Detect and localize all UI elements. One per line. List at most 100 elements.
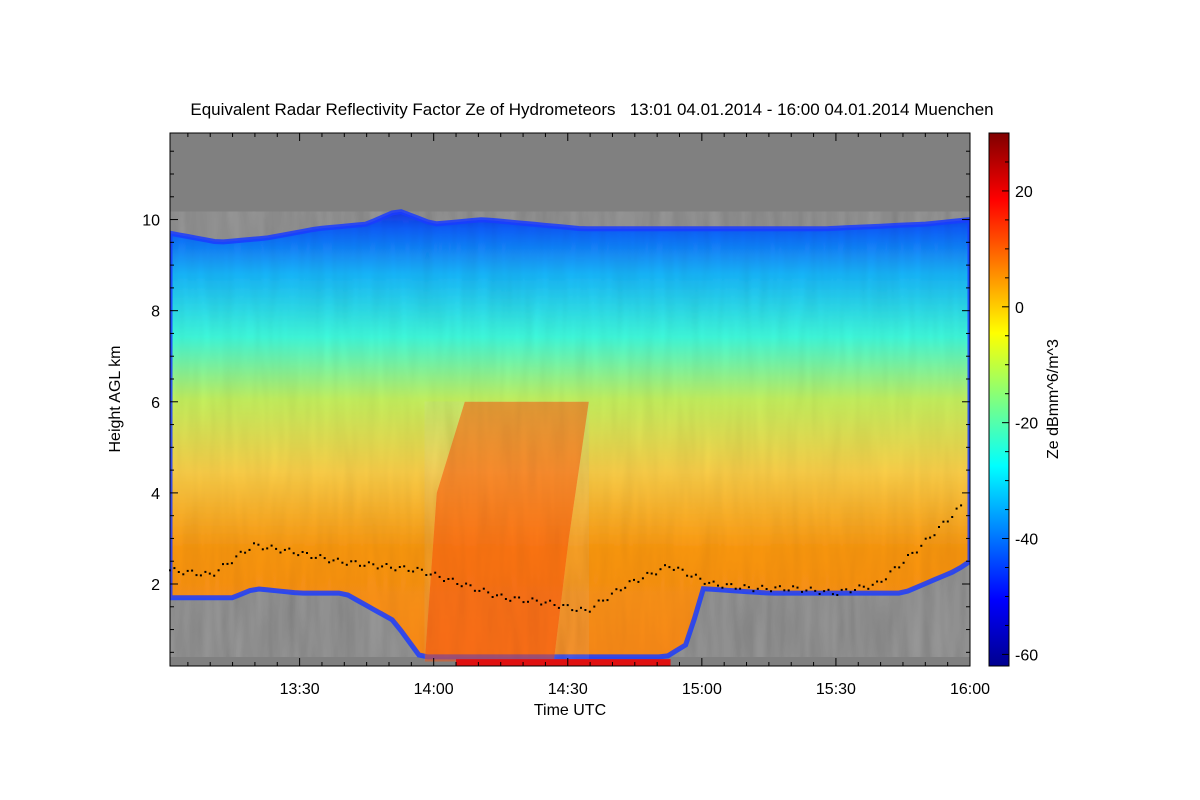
plot-frame	[169, 132, 971, 667]
x-tick-label: 15:30	[816, 681, 856, 698]
ceilometer-point	[770, 590, 772, 593]
ceilometer-point	[907, 554, 909, 556]
ceilometer-point	[694, 573, 697, 576]
ceilometer-point	[955, 507, 958, 510]
ceilometer-point	[849, 591, 852, 594]
ceilometer-point	[911, 551, 914, 554]
ceilometer-point	[403, 565, 406, 568]
ceilometer-point	[244, 551, 247, 554]
ceilometer-point	[191, 569, 194, 572]
ceilometer-point	[924, 537, 927, 540]
colorbar-tick-label: -40	[1015, 532, 1038, 549]
ceilometer-point	[880, 580, 883, 583]
colorbar-tick-label: 0	[1015, 300, 1024, 317]
x-tick-label: 16:00	[950, 681, 990, 698]
surface-rain-band	[456, 659, 671, 666]
x-axis-label: Time UTC	[534, 702, 606, 719]
ceilometer-point	[306, 552, 308, 554]
ceilometer-point	[840, 588, 843, 591]
ceilometer-point	[456, 583, 459, 585]
ceilometer-point	[487, 591, 490, 594]
ceilometer-point	[942, 520, 945, 523]
ceilometer-point	[177, 571, 180, 573]
ceilometer-point	[350, 560, 353, 563]
ceilometer-point	[182, 573, 185, 576]
ceilometer-point	[314, 556, 317, 559]
ceilometer-point	[602, 599, 605, 602]
ceilometer-point	[580, 606, 582, 609]
ceilometer-point	[876, 580, 879, 583]
ceilometer-point	[747, 586, 750, 589]
ceilometer-point	[332, 559, 335, 562]
ceilometer-point	[407, 569, 410, 572]
ceilometer-point	[774, 586, 777, 589]
ceilometer-point	[893, 566, 896, 569]
ceilometer-point	[473, 589, 476, 592]
ceilometer-point	[504, 598, 507, 600]
ceilometer-point	[739, 587, 742, 590]
ceilometer-point	[491, 596, 494, 598]
ceilometer-point	[195, 574, 198, 577]
ceilometer-point	[412, 570, 415, 573]
x-tick-label: 15:00	[682, 681, 722, 698]
ceilometer-point	[323, 557, 326, 560]
ceilometer-point	[336, 557, 339, 560]
ceilometer-point	[367, 561, 370, 564]
ceilometer-point	[535, 599, 538, 602]
ceilometer-point	[588, 610, 591, 613]
ceilometer-point	[465, 582, 468, 585]
ceilometer-point	[721, 586, 724, 589]
ceilometer-point	[253, 542, 255, 545]
y-axis: 2 4 6 8 10	[142, 150, 970, 653]
ceilometer-point	[571, 609, 574, 612]
ceilometer-point	[606, 599, 609, 602]
ceilometer-point	[518, 596, 521, 599]
ceilometer-point	[398, 566, 401, 568]
ceilometer-point	[575, 609, 578, 612]
ceilometer-point	[805, 589, 808, 592]
ceilometer-point	[451, 577, 454, 580]
ceilometer-point	[438, 575, 441, 578]
ceilometer-point	[650, 572, 653, 575]
ceilometer-point	[297, 554, 300, 557]
y-tick-label: 2	[151, 577, 160, 594]
y-tick-label: 6	[151, 395, 160, 412]
ceilometer-point	[416, 566, 419, 569]
ceilometer-point	[889, 570, 892, 573]
ceilometer-point	[522, 601, 525, 604]
ceilometer-point	[672, 568, 675, 571]
ceilometer-point	[858, 584, 861, 587]
ceilometer-point	[845, 588, 848, 591]
ceilometer-point	[390, 566, 392, 569]
ceilometer-point	[363, 564, 366, 567]
ceilometer-point	[593, 605, 596, 608]
ceilometer-point	[429, 573, 432, 576]
ceilometer-point	[540, 603, 543, 606]
ceilometer-point	[420, 568, 423, 571]
ceilometer-point	[230, 562, 233, 565]
colorbar-label: Ze dBmm^6/m^3	[1045, 339, 1062, 459]
ceilometer-point	[929, 536, 932, 539]
ceilometer-point	[496, 594, 498, 597]
ceilometer-point	[217, 569, 220, 572]
ceilometer-point	[823, 590, 826, 593]
y-tick-label: 4	[151, 486, 160, 503]
ceilometer-point	[884, 578, 887, 581]
ceilometer-point	[354, 560, 357, 563]
ceilometer-point	[443, 580, 445, 582]
ceilometer-point	[619, 589, 622, 592]
ceilometer-point	[854, 589, 856, 591]
ceilometer-point	[562, 604, 565, 606]
ceilometer-point	[734, 587, 737, 590]
ceilometer-point	[717, 584, 719, 587]
ceilometer-point	[752, 590, 755, 593]
ceilometer-point	[381, 565, 384, 568]
ceilometer-point	[204, 570, 207, 573]
y-tick-label: 8	[151, 304, 160, 321]
ceilometer-point	[933, 534, 936, 537]
colorbar-tick-label: -20	[1015, 416, 1038, 433]
x-tick-label: 14:30	[548, 681, 588, 698]
ceilometer-point	[628, 580, 631, 583]
ceilometer-point	[946, 520, 949, 523]
ceilometer-point	[624, 586, 627, 589]
